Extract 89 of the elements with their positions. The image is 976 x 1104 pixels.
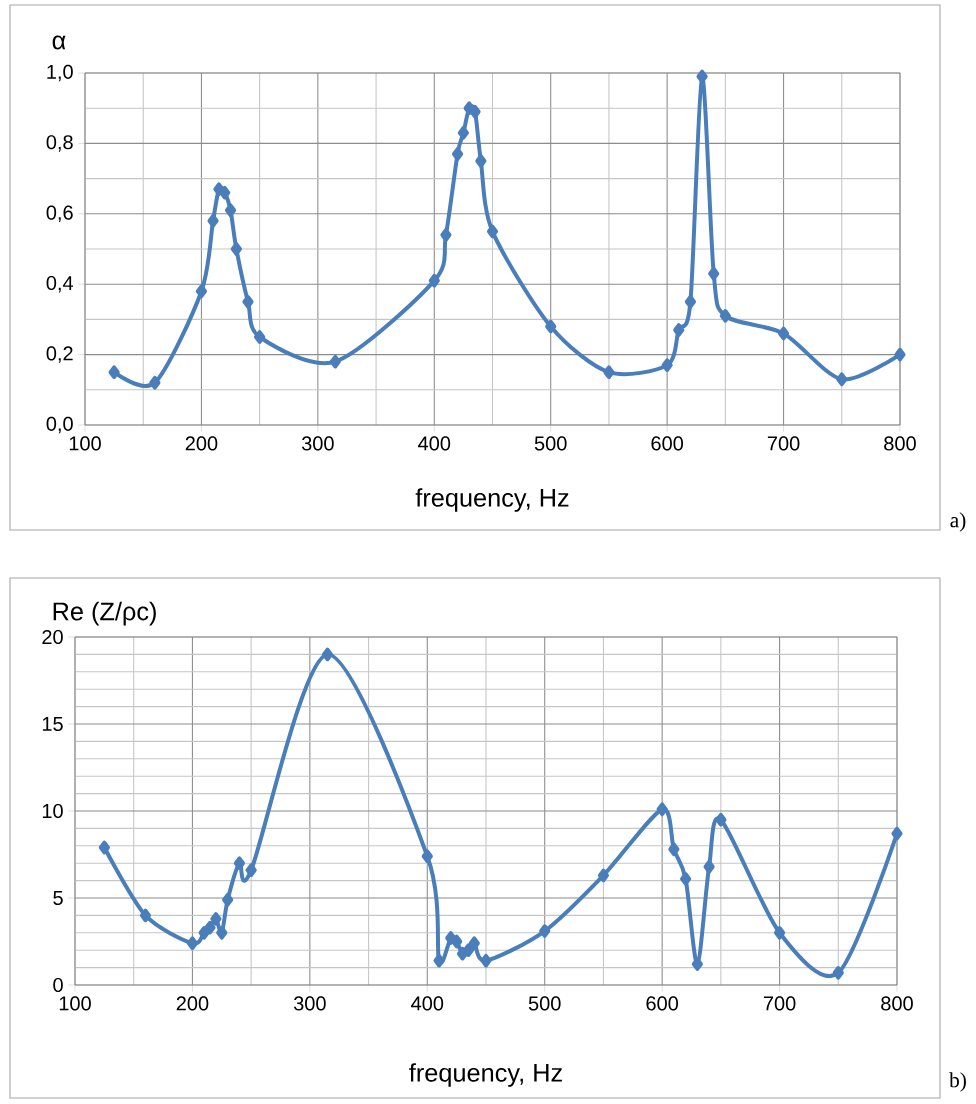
point — [836, 372, 848, 387]
point — [433, 953, 445, 968]
point — [715, 812, 727, 827]
point — [451, 934, 463, 949]
point — [680, 872, 692, 886]
point — [668, 842, 680, 857]
y-tick-label: 0 — [53, 977, 63, 993]
point — [661, 358, 673, 372]
point — [219, 185, 231, 200]
point — [891, 826, 903, 841]
point — [198, 926, 210, 940]
point — [139, 908, 152, 923]
x-tick-label: 600 — [646, 996, 679, 1011]
point — [691, 957, 703, 971]
x-tick-label: 300 — [293, 996, 326, 1011]
point — [428, 273, 440, 288]
y-axis-title: Re (Z/ρc) — [53, 601, 156, 626]
point — [475, 154, 487, 168]
point — [462, 943, 474, 957]
point — [777, 326, 790, 341]
point — [233, 856, 245, 870]
point — [329, 354, 341, 369]
point — [440, 228, 452, 242]
point — [603, 365, 615, 379]
point — [108, 365, 120, 379]
y-tick-label: 1,0 — [47, 64, 73, 82]
x-axis-title: frequency, Hz — [409, 1063, 562, 1087]
point — [469, 104, 481, 119]
point — [216, 926, 228, 940]
point — [832, 966, 844, 980]
point — [242, 294, 254, 309]
point — [545, 319, 557, 334]
y-tick-label: 0,6 — [46, 205, 73, 223]
y-tick-label: 10 — [42, 803, 63, 819]
x-axis-title: frequency, Hz — [415, 488, 569, 512]
point — [254, 330, 266, 344]
point — [708, 266, 720, 281]
x-tick-label: 300 — [301, 436, 334, 451]
x-tick-label: 400 — [418, 436, 451, 451]
x-tick-label: 800 — [881, 996, 913, 1011]
point — [195, 284, 208, 299]
point — [245, 863, 257, 877]
x-tick-label: 200 — [185, 436, 218, 451]
point — [486, 224, 499, 239]
y-tick-label: 0,2 — [46, 346, 73, 363]
point — [656, 802, 668, 817]
y-tick-label: 0,4 — [46, 275, 74, 293]
point — [421, 849, 433, 864]
y-tick-label: 5 — [53, 891, 63, 905]
point — [98, 840, 110, 855]
x-tick-label: 700 — [767, 436, 800, 451]
point — [230, 242, 242, 256]
x-tick-label: 100 — [59, 996, 91, 1011]
point — [468, 936, 480, 951]
point — [204, 920, 216, 935]
point — [894, 347, 906, 362]
x-tick-label: 500 — [534, 436, 567, 451]
x-tick-label: 600 — [651, 436, 684, 451]
point — [673, 323, 685, 337]
x-tick-label: 500 — [528, 996, 561, 1011]
x-tick-label: 800 — [884, 436, 916, 451]
point — [597, 868, 610, 883]
y-axis-title: α — [52, 35, 66, 50]
point — [451, 147, 464, 161]
point — [207, 214, 219, 228]
point — [719, 309, 731, 323]
y-tick-label: 0,0 — [46, 416, 73, 434]
point — [539, 924, 551, 938]
point — [321, 647, 334, 662]
x-tick-label: 100 — [69, 436, 101, 451]
y-tick-label: 20 — [42, 629, 63, 645]
point — [222, 892, 234, 907]
point — [186, 936, 199, 951]
point — [149, 375, 161, 390]
point — [773, 926, 786, 940]
y-tick-label: 15 — [42, 717, 63, 731]
point — [480, 953, 492, 968]
text: a) — [950, 512, 966, 532]
x-tick-label: 700 — [763, 996, 796, 1011]
point — [457, 126, 469, 140]
text: b) — [949, 1072, 966, 1092]
point — [684, 294, 697, 309]
x-tick-label: 400 — [411, 996, 444, 1011]
point — [224, 203, 237, 218]
point — [696, 69, 708, 84]
point — [210, 912, 222, 926]
y-tick-label: 0,8 — [46, 135, 73, 152]
point — [703, 859, 715, 874]
x-tick-label: 200 — [176, 996, 209, 1011]
